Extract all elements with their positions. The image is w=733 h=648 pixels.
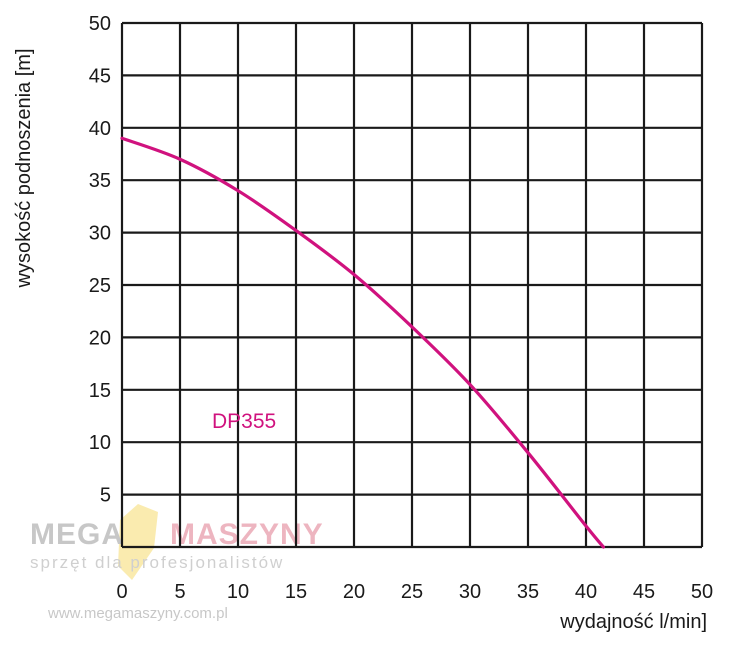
series-line — [120, 136, 605, 549]
y-tick-label: 30 — [89, 223, 111, 245]
grid — [120, 21, 704, 549]
x-tick-label: 0 — [116, 581, 127, 603]
watermark-tagline: sprzęt dla profesjonalistów — [30, 553, 284, 572]
watermark-brand-right: MASZYNY — [170, 518, 324, 551]
y-tick-label: 10 — [89, 432, 111, 454]
x-tick-label: 45 — [633, 581, 655, 603]
x-axis-title: wydajność l/min] — [559, 611, 707, 633]
series-point — [468, 383, 472, 386]
y-tick-label: 15 — [89, 380, 111, 402]
y-tick-label: 25 — [89, 275, 111, 297]
series-point — [526, 451, 530, 454]
series-point — [410, 325, 414, 329]
y-tick-label: 45 — [89, 65, 111, 87]
watermark: MEGA MASZYNY sprzęt dla profesjonalistów… — [30, 504, 324, 622]
x-tick-label: 50 — [691, 581, 713, 603]
series-point — [584, 524, 588, 528]
series-point — [602, 545, 605, 549]
x-tick-label: 30 — [459, 581, 481, 603]
y-tick-label: 40 — [89, 118, 111, 140]
watermark-brand-left: MEGA — [30, 518, 124, 551]
watermark-url: www.megamaszyny.com.pl — [47, 605, 228, 622]
series-point — [294, 229, 298, 232]
series-point — [352, 273, 356, 276]
x-tick-label: 15 — [285, 581, 307, 603]
x-tick-label: 25 — [401, 581, 423, 603]
x-tick-label: 5 — [174, 581, 185, 603]
series-point — [178, 157, 182, 161]
x-tick-label: 10 — [227, 581, 249, 603]
x-tick-label: 20 — [343, 581, 365, 603]
y-axis-title: wysokość podnoszenia [m] — [13, 48, 35, 288]
x-tick-label: 35 — [517, 581, 539, 603]
y-tick-label: 5 — [100, 485, 111, 507]
y-tick-label: 20 — [89, 327, 111, 349]
series-point — [236, 189, 240, 192]
y-tick-label: 35 — [89, 170, 111, 192]
x-tick-label: 40 — [575, 581, 597, 603]
series-point — [120, 136, 124, 140]
watermark-logo-icon — [118, 504, 158, 580]
series-layer — [120, 136, 605, 549]
series-label: DP355 — [212, 410, 276, 433]
tick-labels: 0 5 10 15 20 25 30 35 40 45 50 5 10 15 20 25 30 35 40 45 50 — [89, 13, 713, 603]
y-tick-label: 50 — [89, 13, 111, 35]
